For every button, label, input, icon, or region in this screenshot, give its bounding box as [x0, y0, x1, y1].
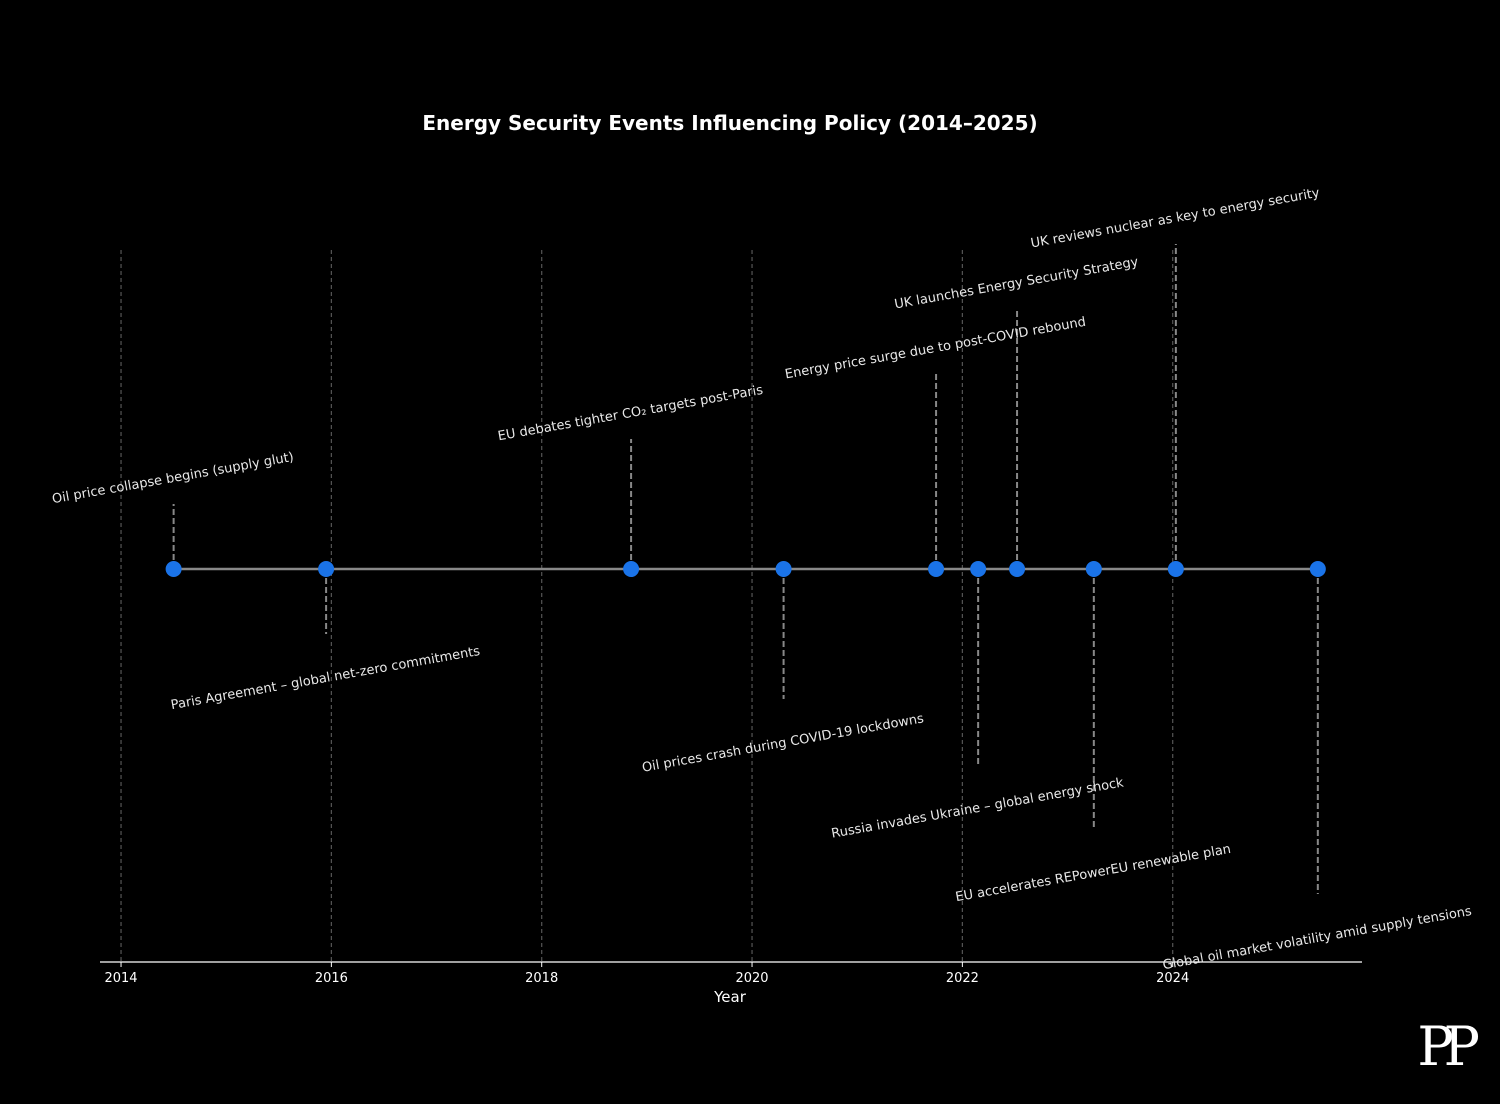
event-label: EU accelerates REPowerEU renewable plan — [954, 842, 1232, 905]
marker-layer — [165, 561, 1326, 577]
event-label: Oil prices crash during COVID-19 lockdow… — [641, 711, 925, 775]
event-label: UK launches Energy Security Strategy — [893, 255, 1140, 313]
x-axis: 2014 2016 2018 2020 2022 2024 — [100, 961, 1362, 986]
x-tick-label: 2020 — [735, 971, 768, 986]
x-axis-label: Year — [713, 988, 747, 1006]
event-marker — [1167, 561, 1184, 577]
event-marker — [318, 561, 335, 577]
event-label: UK reviews nuclear as key to energy secu… — [1030, 186, 1321, 252]
x-tick-label: 2014 — [104, 971, 137, 986]
x-tick-label: 2024 — [1156, 971, 1189, 986]
event-marker — [165, 561, 182, 577]
chart-title: Energy Security Events Influencing Polic… — [422, 111, 1037, 135]
label-layer: Oil price collapse begins (supply glut) P… — [51, 186, 1473, 973]
x-tick-label: 2016 — [315, 971, 348, 986]
event-marker — [1085, 561, 1102, 577]
brand-logo: PP — [1417, 1015, 1480, 1078]
event-marker — [623, 561, 640, 577]
event-marker — [1009, 561, 1026, 577]
event-label: Oil price collapse begins (supply glut) — [51, 450, 295, 507]
x-tick-label: 2022 — [946, 971, 979, 986]
event-label: Energy price surge due to post-COVID reb… — [784, 315, 1087, 383]
grid-layer — [120, 250, 1174, 962]
event-marker — [928, 561, 945, 577]
event-marker — [970, 561, 987, 577]
event-label: Global oil market volatility amid supply… — [1162, 904, 1474, 973]
x-tick-label: 2018 — [525, 971, 558, 986]
event-label: EU debates tighter CO₂ targets post-Pari… — [497, 383, 765, 445]
event-marker — [775, 561, 792, 577]
event-label: Paris Agreement – global net-zero commit… — [170, 644, 482, 713]
stem-layer — [172, 244, 1319, 894]
event-marker — [1309, 561, 1326, 577]
event-label: Russia invades Ukraine – global energy s… — [830, 775, 1125, 841]
